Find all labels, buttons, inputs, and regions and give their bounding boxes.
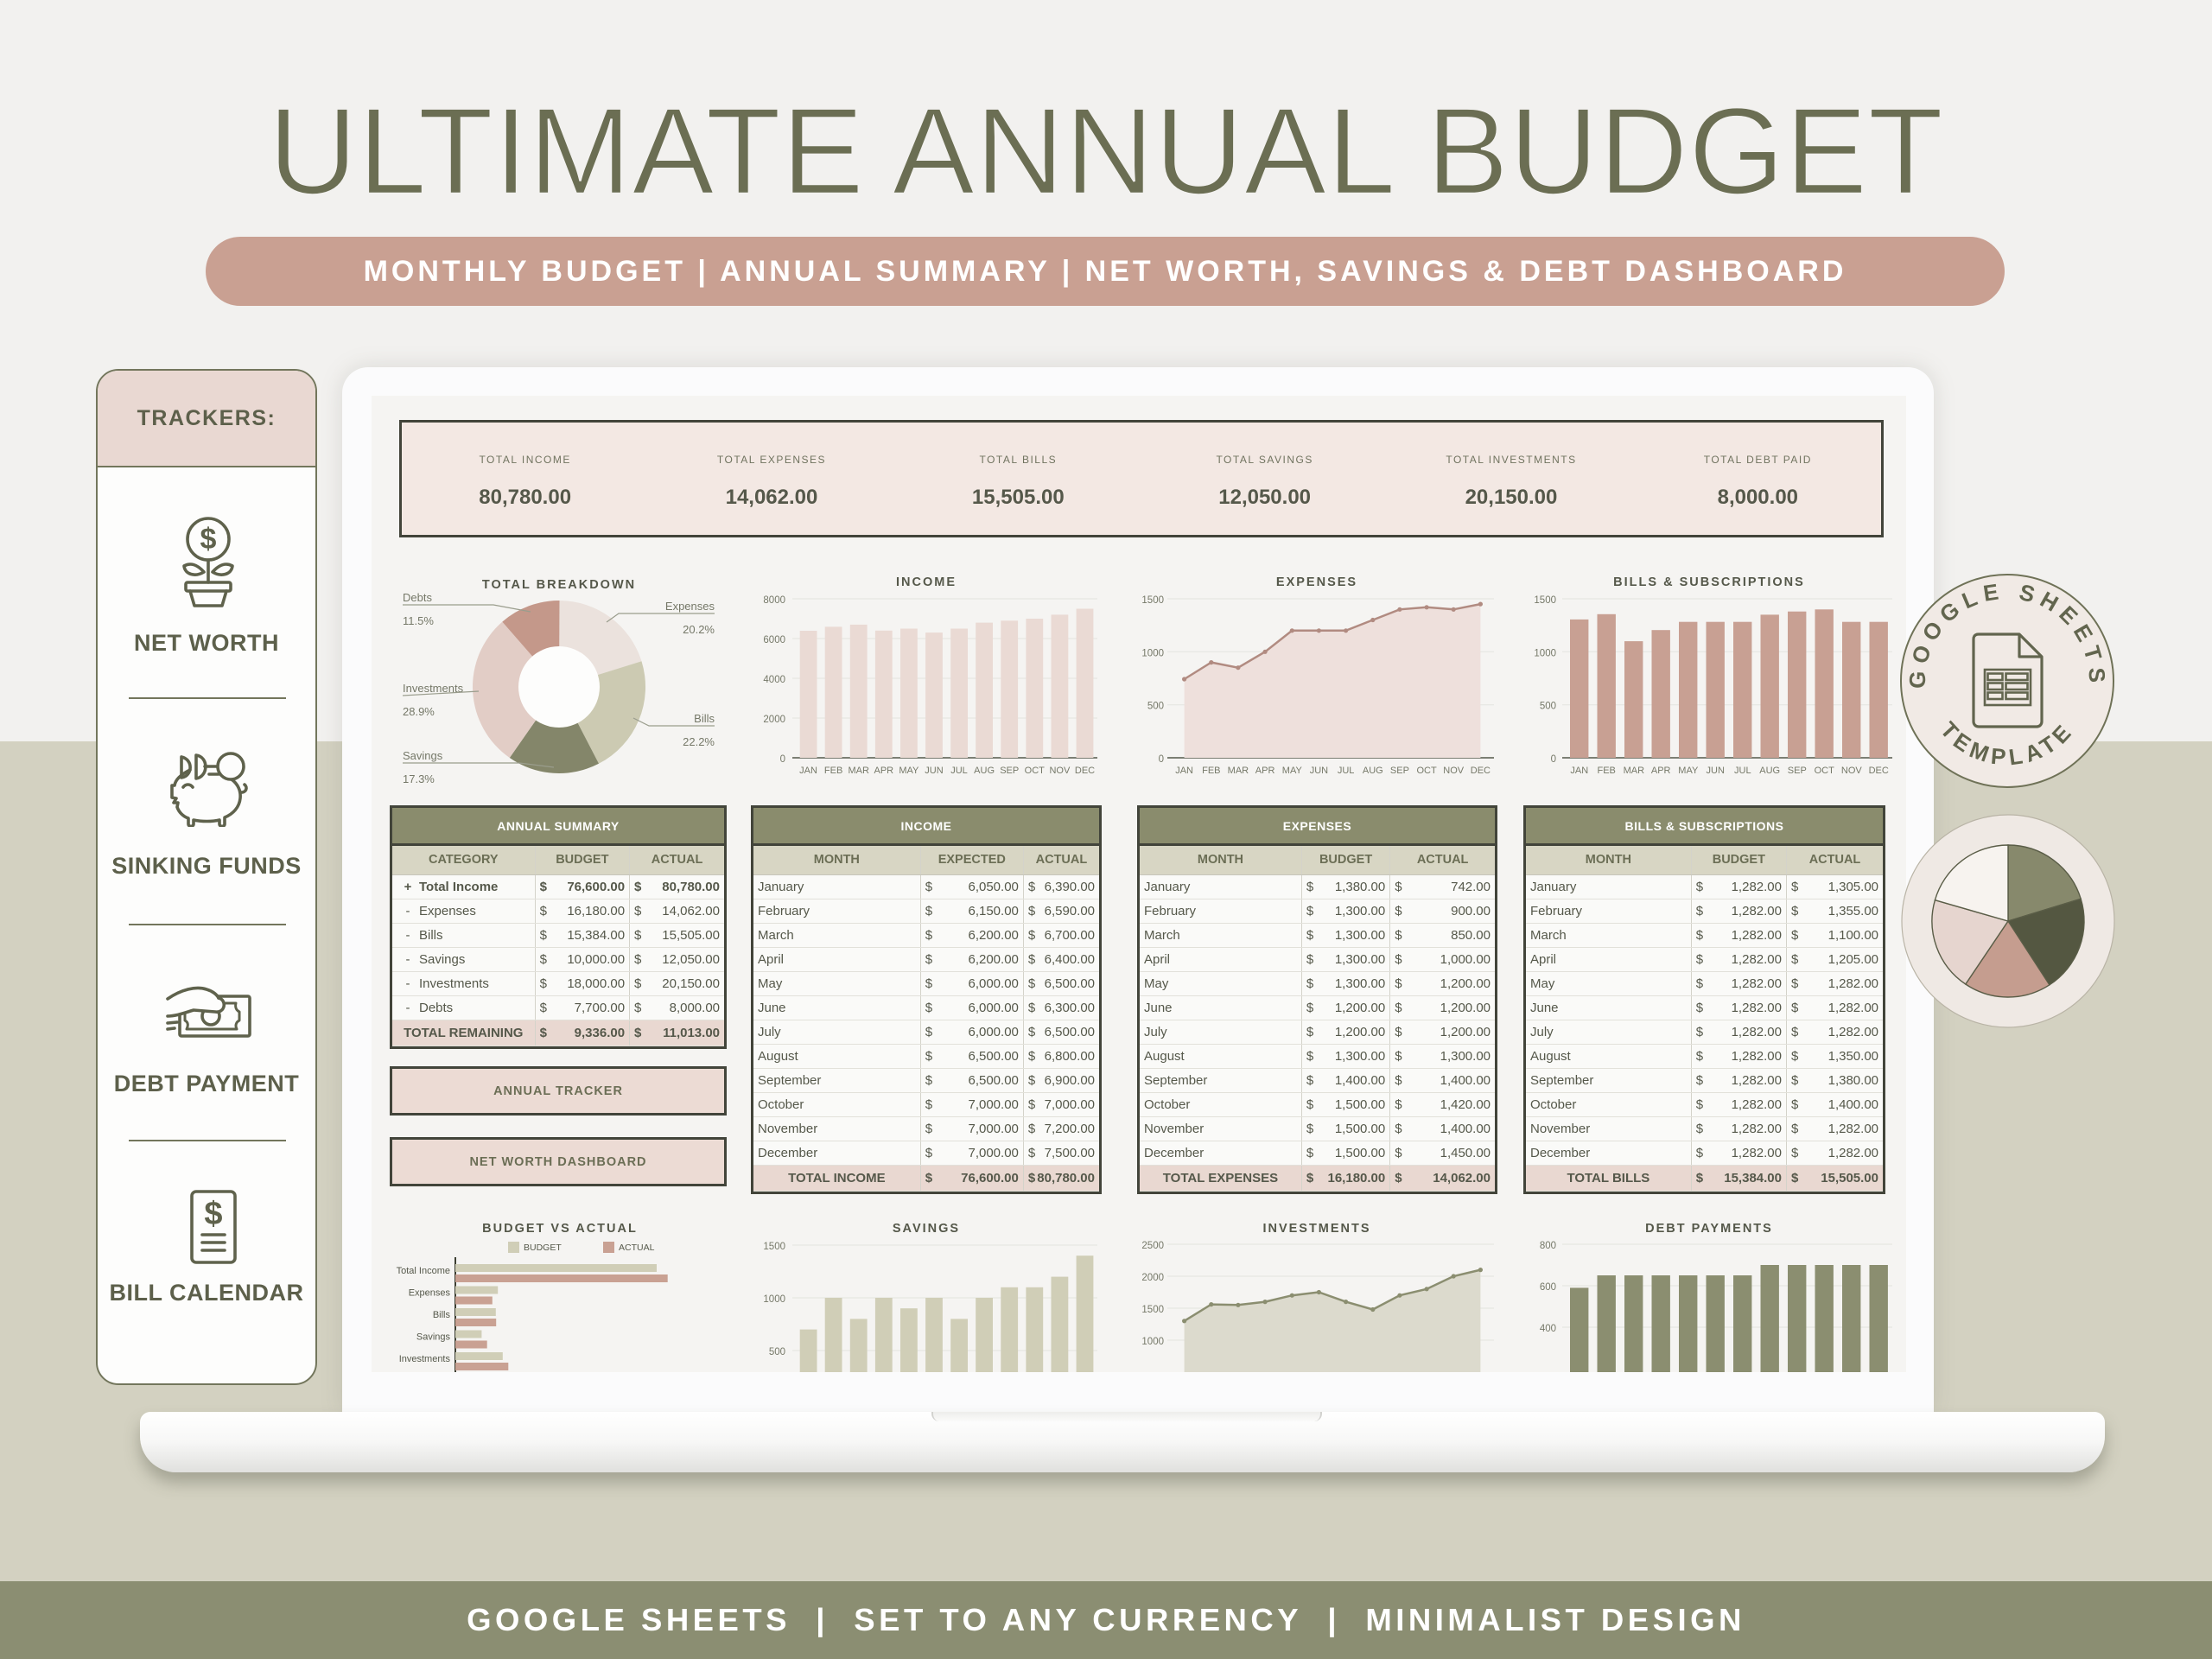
svg-text:Investments: Investments bbox=[399, 1354, 451, 1364]
svg-text:ACTUAL: ACTUAL bbox=[619, 1243, 655, 1253]
svg-text:JUN: JUN bbox=[925, 766, 943, 776]
svg-text:DEBT PAYMENTS: DEBT PAYMENTS bbox=[1645, 1222, 1773, 1236]
svg-text:20.2%: 20.2% bbox=[683, 623, 715, 636]
svg-text:Bills: Bills bbox=[694, 712, 715, 725]
svg-text:JUN: JUN bbox=[1707, 766, 1725, 776]
svg-text:OCT: OCT bbox=[1416, 766, 1437, 776]
svg-text:FEB: FEB bbox=[1202, 766, 1220, 776]
svg-text:Savings: Savings bbox=[416, 1332, 451, 1343]
svg-text:SAVINGS: SAVINGS bbox=[893, 1222, 960, 1236]
svg-text:2000: 2000 bbox=[763, 715, 785, 725]
svg-text:Investments: Investments bbox=[403, 682, 464, 695]
svg-text:MAR: MAR bbox=[848, 766, 869, 776]
svg-text:6000: 6000 bbox=[763, 635, 785, 645]
svg-text:4000: 4000 bbox=[763, 675, 785, 685]
svg-text:600: 600 bbox=[1540, 1282, 1556, 1293]
svg-text:APR: APR bbox=[874, 766, 893, 776]
svg-text:500: 500 bbox=[769, 1347, 785, 1357]
svg-text:DEC: DEC bbox=[1471, 766, 1491, 776]
svg-text:EXPENSES: EXPENSES bbox=[1276, 575, 1357, 589]
svg-text:8000: 8000 bbox=[763, 595, 785, 606]
svg-text:FEB: FEB bbox=[1597, 766, 1615, 776]
svg-text:Bills: Bills bbox=[433, 1310, 451, 1320]
svg-text:Expenses: Expenses bbox=[665, 600, 715, 613]
svg-text:22.2%: 22.2% bbox=[683, 735, 715, 748]
svg-text:0: 0 bbox=[780, 754, 785, 765]
svg-text:Total Income: Total Income bbox=[397, 1266, 450, 1276]
svg-text:INVESTMENTS: INVESTMENTS bbox=[1262, 1222, 1370, 1236]
svg-text:1000: 1000 bbox=[1141, 1337, 1164, 1347]
svg-text:NOV: NOV bbox=[1443, 766, 1465, 776]
svg-text:1500: 1500 bbox=[1141, 1305, 1164, 1315]
svg-text:OCT: OCT bbox=[1025, 766, 1046, 776]
svg-text:AUG: AUG bbox=[974, 766, 995, 776]
svg-text:MAY: MAY bbox=[1678, 766, 1699, 776]
svg-text:$: $ bbox=[204, 1196, 222, 1232]
svg-text:11.5%: 11.5% bbox=[403, 614, 434, 627]
svg-text:BUDGET VS ACTUAL: BUDGET VS ACTUAL bbox=[482, 1222, 638, 1236]
svg-text:1500: 1500 bbox=[763, 1242, 785, 1252]
svg-text:JAN: JAN bbox=[1175, 766, 1193, 776]
svg-text:800: 800 bbox=[1540, 1241, 1556, 1251]
svg-text:Debts: Debts bbox=[403, 591, 432, 604]
svg-text:JUL: JUL bbox=[1734, 766, 1751, 776]
svg-text:DEC: DEC bbox=[1869, 766, 1889, 776]
svg-text:MAR: MAR bbox=[1228, 766, 1249, 776]
svg-text:17.3%: 17.3% bbox=[403, 772, 435, 785]
svg-text:DEC: DEC bbox=[1075, 766, 1095, 776]
svg-text:28.9%: 28.9% bbox=[403, 705, 435, 718]
svg-text:SEP: SEP bbox=[1000, 766, 1019, 776]
svg-text:JUN: JUN bbox=[1310, 766, 1328, 776]
svg-text:INCOME: INCOME bbox=[896, 575, 957, 589]
svg-text:1500: 1500 bbox=[1534, 595, 1556, 606]
svg-text:MAY: MAY bbox=[899, 766, 919, 776]
svg-text:500: 500 bbox=[1147, 702, 1164, 712]
svg-text:MAY: MAY bbox=[1282, 766, 1303, 776]
svg-text:AUG: AUG bbox=[1363, 766, 1383, 776]
svg-text:0: 0 bbox=[1551, 754, 1556, 765]
svg-text:FEB: FEB bbox=[824, 766, 842, 776]
svg-text:SEP: SEP bbox=[1788, 766, 1807, 776]
svg-text:NOV: NOV bbox=[1049, 766, 1071, 776]
svg-text:JAN: JAN bbox=[1570, 766, 1588, 776]
svg-text:400: 400 bbox=[1540, 1324, 1556, 1334]
svg-text:OCT: OCT bbox=[1815, 766, 1835, 776]
svg-text:NOV: NOV bbox=[1841, 766, 1863, 776]
svg-text:Savings: Savings bbox=[403, 749, 443, 762]
svg-text:2000: 2000 bbox=[1141, 1273, 1164, 1283]
svg-text:TOTAL BREAKDOWN: TOTAL BREAKDOWN bbox=[482, 578, 636, 592]
svg-text:JUL: JUL bbox=[1338, 766, 1355, 776]
svg-text:0: 0 bbox=[1159, 754, 1164, 765]
svg-text:1500: 1500 bbox=[1141, 595, 1164, 606]
svg-text:SEP: SEP bbox=[1390, 766, 1409, 776]
svg-text:AUG: AUG bbox=[1759, 766, 1780, 776]
svg-text:1000: 1000 bbox=[763, 1294, 785, 1305]
svg-text:1000: 1000 bbox=[1141, 648, 1164, 658]
svg-text:APR: APR bbox=[1255, 766, 1275, 776]
svg-text:JUL: JUL bbox=[950, 766, 968, 776]
svg-text:2500: 2500 bbox=[1141, 1241, 1164, 1251]
svg-text:$: $ bbox=[200, 523, 217, 556]
svg-text:500: 500 bbox=[1540, 702, 1556, 712]
svg-text:BUDGET: BUDGET bbox=[524, 1243, 562, 1253]
svg-text:1000: 1000 bbox=[1534, 648, 1556, 658]
svg-text:MAR: MAR bbox=[1624, 766, 1645, 776]
svg-text:Expenses: Expenses bbox=[409, 1288, 451, 1299]
svg-text:JAN: JAN bbox=[799, 766, 817, 776]
svg-text:BILLS & SUBSCRIPTIONS: BILLS & SUBSCRIPTIONS bbox=[1613, 575, 1805, 589]
svg-text:APR: APR bbox=[1651, 766, 1671, 776]
